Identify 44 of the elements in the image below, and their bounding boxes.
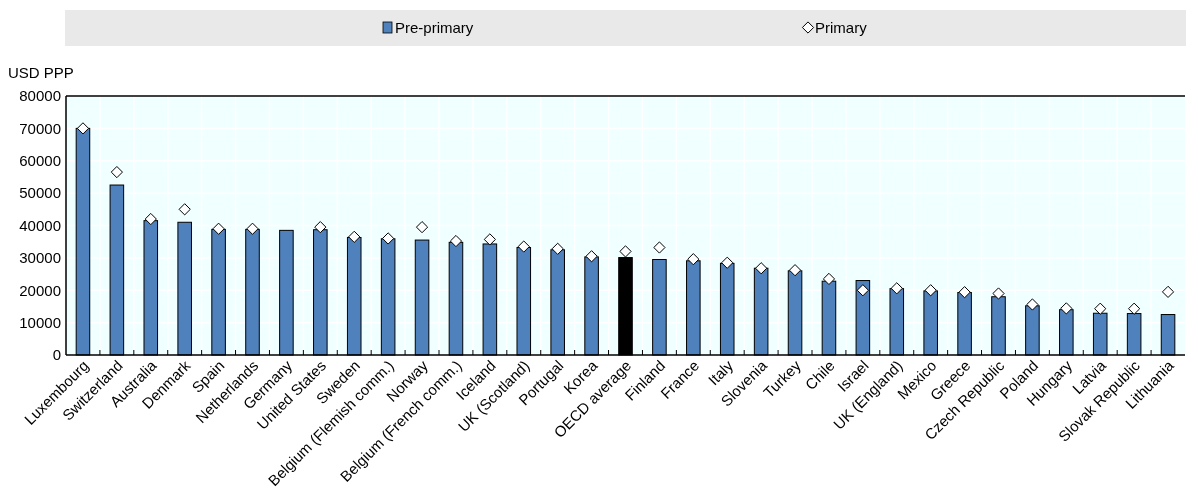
point xyxy=(687,253,700,266)
y-tick-label: 30000 xyxy=(19,249,61,267)
point xyxy=(1094,302,1107,315)
point xyxy=(483,233,496,246)
point xyxy=(382,232,395,245)
y-axis-title: USD PPP xyxy=(8,64,74,81)
y-tick-label: 70000 xyxy=(19,119,61,137)
point xyxy=(924,284,937,297)
point xyxy=(449,234,463,248)
point xyxy=(721,256,734,269)
point xyxy=(348,230,361,243)
point xyxy=(1060,302,1073,315)
y-tick-label: 10000 xyxy=(19,313,61,331)
y-tick-label: 50000 xyxy=(19,184,61,202)
y-tick-label: 80000 xyxy=(19,87,61,105)
y-tick-label: 40000 xyxy=(19,216,61,234)
legend-label: Primary xyxy=(815,19,868,36)
point xyxy=(755,262,768,275)
point xyxy=(890,282,903,295)
point xyxy=(788,264,802,277)
y-tick-label: 20000 xyxy=(19,281,61,299)
y-tick-label: 0 xyxy=(52,346,61,364)
point xyxy=(992,287,1005,300)
point xyxy=(76,122,90,135)
point xyxy=(958,286,971,299)
y-tick-label: 60000 xyxy=(19,152,61,169)
point xyxy=(517,240,530,253)
point xyxy=(246,222,259,235)
point xyxy=(415,221,429,234)
point xyxy=(653,241,666,254)
point xyxy=(212,222,225,235)
point xyxy=(110,165,123,179)
point xyxy=(144,212,157,226)
point xyxy=(1161,285,1175,298)
point xyxy=(551,242,564,255)
point xyxy=(856,284,869,297)
point xyxy=(1128,302,1141,315)
legend-label: Pre-primary xyxy=(395,19,474,36)
point xyxy=(314,221,327,234)
point xyxy=(178,203,191,216)
point xyxy=(822,272,836,286)
point xyxy=(619,245,632,258)
point xyxy=(585,250,598,263)
point xyxy=(1026,298,1039,311)
